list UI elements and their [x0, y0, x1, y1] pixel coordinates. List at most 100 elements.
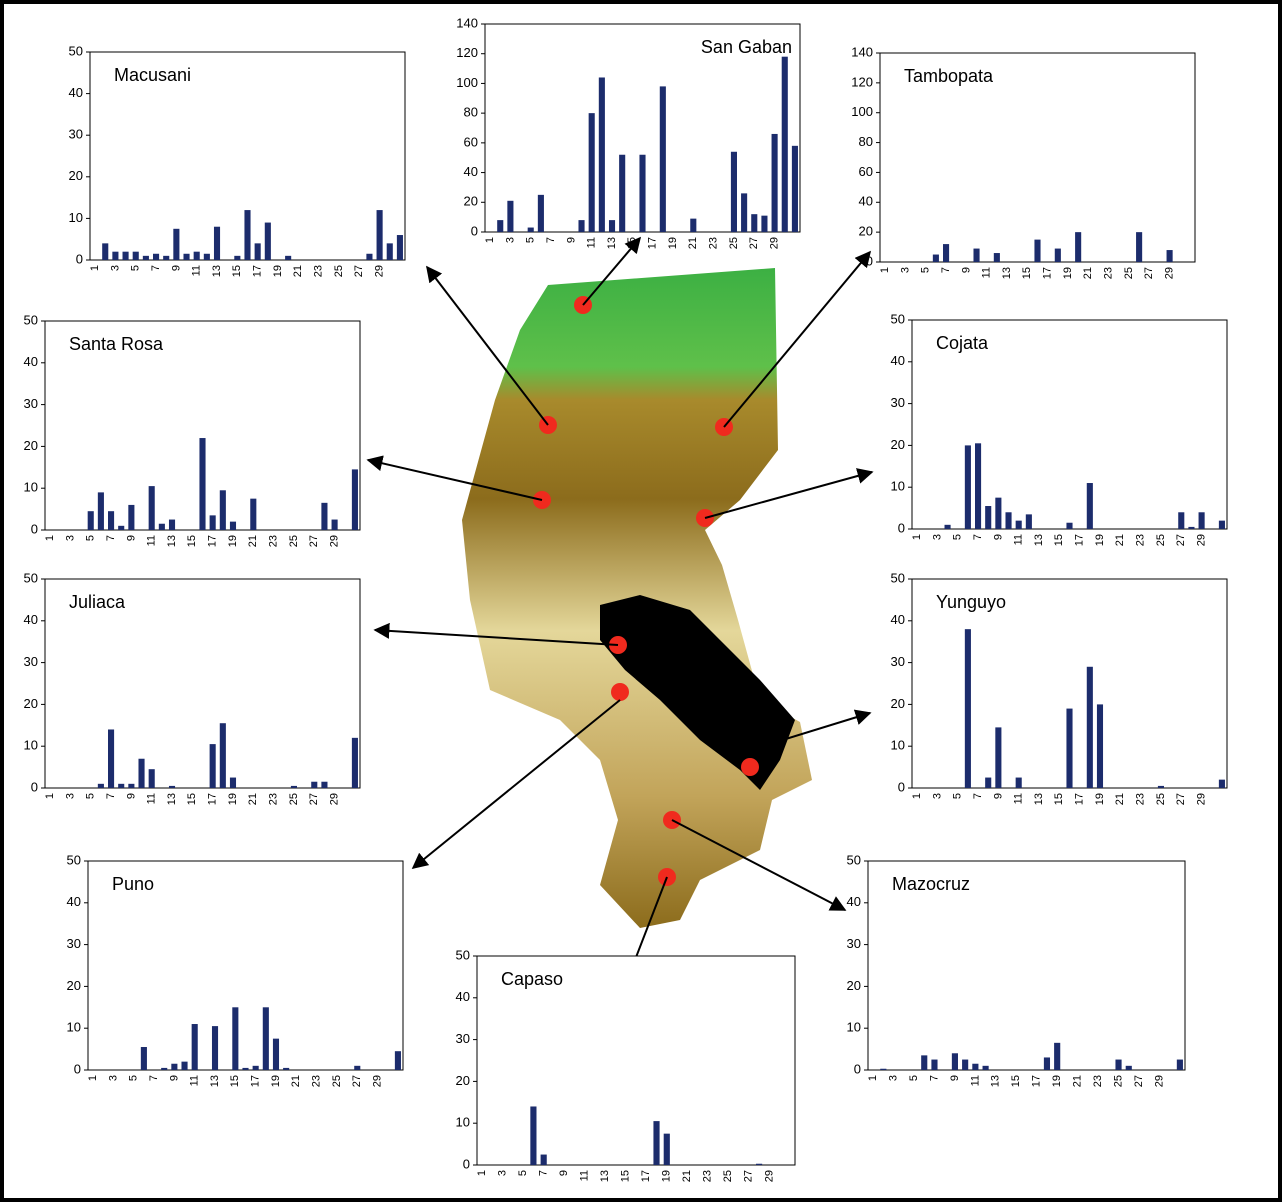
x-tick-label: 25 — [1112, 1075, 1124, 1087]
y-tick-label: 30 — [24, 396, 38, 411]
bar — [945, 525, 951, 529]
bar — [660, 86, 666, 232]
y-tick-label: 0 — [31, 521, 38, 536]
bar — [265, 223, 271, 260]
x-tick-label: 7 — [545, 237, 557, 243]
x-tick-label: 23 — [702, 1170, 714, 1182]
x-tick-label: 3 — [887, 1075, 899, 1081]
x-tick-label: 25 — [331, 1075, 343, 1087]
chart-title: Mazocruz — [892, 874, 970, 894]
x-tick-label: 7 — [972, 534, 984, 540]
y-tick-label: 10 — [891, 479, 905, 494]
bar — [578, 220, 584, 232]
x-tick-label: 17 — [1074, 793, 1086, 805]
bar — [199, 438, 205, 530]
bar — [973, 249, 979, 262]
x-tick-label: 7 — [150, 265, 162, 271]
x-tick-label: 1 — [484, 237, 496, 243]
bar — [332, 520, 338, 530]
figure: 010203040501357911131517192123252729Macu… — [0, 0, 1282, 1204]
y-tick-label: 120 — [456, 45, 478, 60]
chart: 010203040501357911131517192123252729Juli… — [24, 570, 360, 805]
x-tick-label: 29 — [769, 237, 781, 249]
x-tick-label: 15 — [186, 793, 198, 805]
bar — [321, 782, 327, 788]
y-tick-label: 50 — [67, 852, 81, 867]
y-tick-label: 50 — [69, 43, 83, 58]
y-tick-label: 0 — [898, 520, 905, 535]
x-tick-label: 11 — [981, 267, 993, 278]
bar — [220, 723, 226, 788]
bar — [273, 1039, 279, 1070]
chart-title: Cojata — [936, 333, 989, 353]
x-tick-label: 17 — [640, 1170, 652, 1182]
x-tick-label: 17 — [1031, 1075, 1043, 1087]
bar — [528, 228, 534, 232]
bar — [1066, 709, 1072, 788]
x-tick-label: 21 — [1072, 1075, 1084, 1087]
bar — [952, 1053, 958, 1070]
x-tick-label: 21 — [247, 793, 259, 805]
x-tick-label: 19 — [661, 1170, 673, 1182]
bar — [751, 214, 757, 232]
x-tick-label: 13 — [209, 1075, 221, 1087]
x-tick-label: 1 — [911, 534, 923, 540]
bar — [962, 1060, 968, 1070]
x-tick-label: 13 — [606, 237, 618, 249]
x-tick-label: 17 — [1074, 534, 1086, 546]
x-tick-label: 3 — [64, 535, 76, 541]
x-tick-label: 25 — [1123, 267, 1135, 279]
bar — [352, 469, 358, 530]
y-tick-label: 0 — [31, 779, 38, 794]
x-tick-label: 3 — [899, 267, 911, 273]
x-tick-label: 11 — [146, 535, 158, 546]
bar — [1126, 1066, 1132, 1070]
bar — [792, 146, 798, 232]
bar — [98, 492, 104, 530]
x-tick-label: 27 — [743, 1170, 755, 1182]
bar — [931, 1060, 937, 1070]
x-tick-label: 29 — [1164, 267, 1176, 279]
y-tick-label: 10 — [24, 480, 38, 495]
y-tick-label: 80 — [464, 105, 478, 120]
bar — [497, 220, 503, 232]
x-tick-label: 21 — [292, 265, 304, 277]
bar — [1178, 512, 1184, 529]
bar — [232, 1007, 238, 1070]
y-tick-label: 20 — [859, 224, 873, 239]
chart: 0204060801001201401357911131517192123252… — [851, 44, 1195, 279]
bar — [530, 1106, 536, 1165]
x-tick-label: 1 — [44, 535, 56, 541]
x-tick-label: 25 — [722, 1170, 734, 1182]
y-tick-label: 40 — [24, 612, 38, 627]
bar — [123, 252, 129, 260]
y-tick-label: 20 — [847, 978, 861, 993]
x-tick-label: 7 — [148, 1075, 160, 1081]
bar — [619, 155, 625, 232]
x-tick-label: 3 — [107, 1075, 119, 1081]
y-tick-label: 140 — [456, 15, 478, 30]
y-tick-label: 40 — [456, 989, 470, 1004]
x-tick-label: 11 — [579, 1170, 591, 1181]
bar — [965, 445, 971, 529]
bar — [1087, 667, 1093, 788]
x-tick-label: 9 — [125, 793, 137, 799]
x-tick-label: 13 — [166, 793, 178, 805]
x-tick-label: 17 — [250, 1075, 262, 1087]
bar — [112, 252, 118, 260]
bar — [98, 784, 104, 788]
x-tick-label: 11 — [146, 793, 158, 804]
bar — [1188, 527, 1194, 529]
y-tick-label: 140 — [851, 44, 873, 59]
x-tick-label: 3 — [931, 793, 943, 799]
bar — [1044, 1057, 1050, 1070]
bar — [1115, 1060, 1121, 1070]
bar — [983, 1066, 989, 1070]
x-tick-label: 29 — [372, 1075, 384, 1087]
bar — [1177, 1060, 1183, 1070]
y-tick-label: 0 — [854, 1061, 861, 1076]
bar — [1158, 786, 1164, 788]
y-tick-label: 0 — [463, 1156, 470, 1171]
y-tick-label: 30 — [891, 395, 905, 410]
y-tick-label: 100 — [851, 104, 873, 119]
